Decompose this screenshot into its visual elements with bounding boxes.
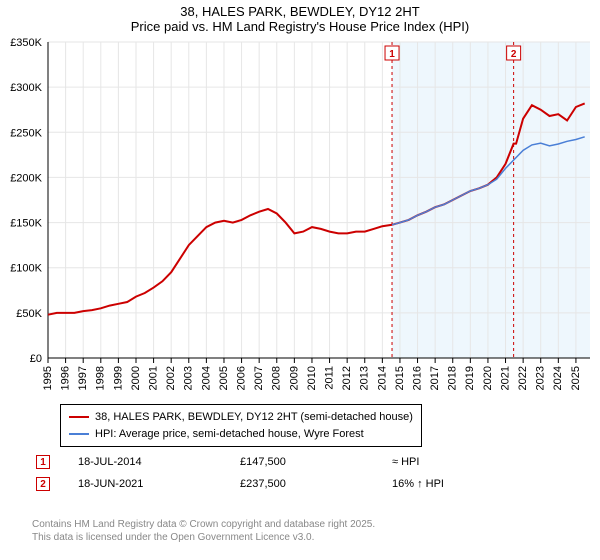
x-tick-label: 2025 [570,366,582,390]
x-tick-label: 2000 [130,366,142,390]
marker-price: £237,500 [238,474,388,494]
x-tick-label: 1997 [77,366,89,390]
title-line-1: 38, HALES PARK, BEWDLEY, DY12 2HT [0,4,600,19]
marker-delta: 16% ↑ HPI [390,474,590,494]
chart-title-block: 38, HALES PARK, BEWDLEY, DY12 2HT Price … [0,0,600,36]
markers-table: 1 18-JUL-2014£147,500≈ HPI 2 18-JUN-2021£23… [32,450,592,496]
legend-label: HPI: Average price, semi-detached house,… [95,426,364,443]
y-tick-label: £50K [16,308,42,320]
x-tick-label: 2004 [200,366,212,390]
y-tick-label: £250K [10,127,42,139]
x-tick-label: 2014 [376,366,388,390]
x-tick-label: 2020 [482,366,494,390]
x-tick-label: 2011 [323,366,335,390]
x-tick-label: 2022 [517,366,529,390]
data-attribution: Contains HM Land Registry data © Crown c… [32,518,375,544]
x-tick-label: 2010 [306,366,318,390]
legend-row: HPI: Average price, semi-detached house,… [69,426,413,443]
x-tick-label: 2001 [147,366,159,390]
legend-swatch [69,433,89,435]
marker-id-cell: 2 [34,474,74,494]
x-tick-label: 1999 [112,366,124,390]
y-tick-label: £350K [10,37,42,49]
shaded-forecast-region [392,42,590,358]
marker-date: 18-JUN-2021 [76,474,236,494]
x-tick-label: 2007 [253,366,265,390]
x-tick-label: 2017 [429,366,441,390]
x-tick-label: 2018 [447,366,459,390]
x-tick-label: 2015 [394,366,406,390]
x-tick-label: 2008 [271,366,283,390]
x-tick-label: 1995 [42,366,54,390]
x-tick-label: 2005 [218,366,230,390]
marker-badge-label: 1 [389,49,395,60]
x-tick-label: 2006 [235,366,247,390]
footer-line-1: Contains HM Land Registry data © Crown c… [32,518,375,531]
legend-label: 38, HALES PARK, BEWDLEY, DY12 2HT (semi-… [95,409,413,426]
marker-row: 2 18-JUN-2021£237,50016% ↑ HPI [34,474,590,494]
y-tick-label: £150K [10,218,42,230]
title-line-2: Price paid vs. HM Land Registry's House … [0,19,600,34]
marker-id-cell: 1 [34,452,74,472]
x-tick-label: 2016 [411,366,423,390]
y-tick-label: £200K [10,172,42,184]
y-tick-label: £100K [10,263,42,275]
marker-badge-label: 2 [511,49,517,60]
marker-price: £147,500 [238,452,388,472]
legend: 38, HALES PARK, BEWDLEY, DY12 2HT (semi-… [60,404,422,447]
chart-svg: £0 £50K £100K £150K £200K £250K £300K £350K 1995… [0,36,600,418]
legend-swatch [69,416,89,418]
x-tick-label: 1996 [60,366,72,390]
marker-delta: ≈ HPI [390,452,590,472]
x-tick-label: 2009 [288,366,300,390]
chart-area: £0 £50K £100K £150K £200K £250K £300K £350K 1995… [0,36,600,418]
marker-id-badge: 2 [36,477,50,491]
x-tick-label: 2002 [165,366,177,390]
x-tick-label: 2003 [183,366,195,390]
marker-date: 18-JUL-2014 [76,452,236,472]
y-tick-label: £300K [10,82,42,94]
marker-id-badge: 1 [36,455,50,469]
x-tick-label: 2024 [552,366,564,390]
footer-line-2: This data is licensed under the Open Gov… [32,531,375,544]
x-tick-label: 1998 [95,366,107,390]
x-tick-label: 2021 [499,366,511,390]
x-tick-label: 2012 [341,366,353,390]
marker-row: 1 18-JUL-2014£147,500≈ HPI [34,452,590,472]
x-tick-label: 2019 [464,366,476,390]
x-tick-label: 2013 [359,366,371,390]
y-tick-label: £0 [30,353,42,365]
legend-row: 38, HALES PARK, BEWDLEY, DY12 2HT (semi-… [69,409,413,426]
x-tick-label: 2023 [535,366,547,390]
